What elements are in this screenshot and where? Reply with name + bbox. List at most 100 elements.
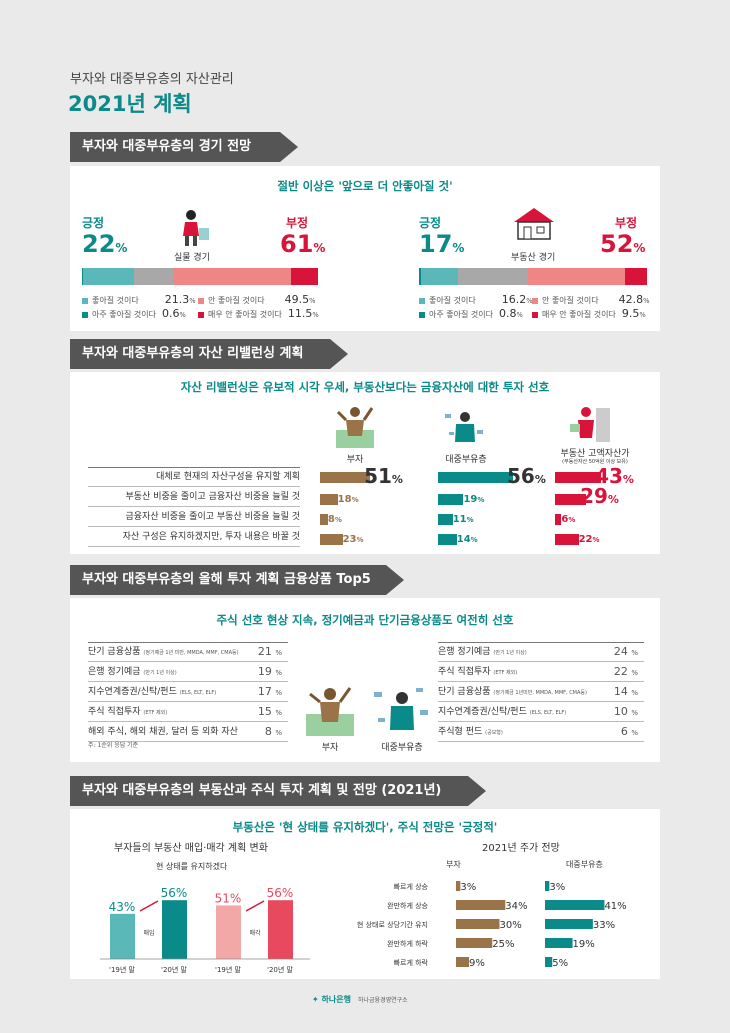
page-subtitle: 부자와 대중부유층의 자산관리: [70, 72, 234, 87]
footnote: 주: 1순위 응답 기준: [88, 742, 139, 749]
legend-swatch: [198, 311, 204, 318]
plan-bar: [216, 905, 241, 959]
top5-row: 지수연계증권/신탁/펀드 (ELS, ELT, ELF) 10 %: [438, 702, 644, 722]
rebal-bar: [555, 514, 562, 525]
stack-segment: [83, 268, 134, 285]
stock-value: 25%: [492, 939, 514, 950]
legend-item: 좋아질 것이다 16.2%: [419, 293, 533, 306]
legend-swatch: [419, 311, 425, 318]
plan-value: 56%: [267, 886, 294, 900]
legend-item: 아주 좋아질 것이다 0.6%: [82, 307, 186, 320]
stock-value: 5%: [552, 958, 568, 969]
section1-panel: 절반 이상은 '앞으로 더 안좋아질 것' 긍정 22% 부정 61% 실물 경…: [70, 166, 660, 331]
stock-category: 완만하게 하락: [387, 939, 428, 948]
rebal-row-label: 자산 구성은 유지하겠지만, 투자 내용은 바꿀 것: [88, 527, 300, 547]
stock-outlook-title: 2021년 주가 전망: [482, 843, 560, 854]
rebal-bar: [438, 472, 513, 483]
stock-bar: [456, 900, 506, 910]
group-label-rich: 부자: [346, 455, 364, 465]
top5-row: 단기 금융상품 (정기예금 1년 미만, MMDA, MMF, CMA등) 21 …: [88, 642, 288, 662]
product-value: 24 %: [613, 645, 638, 658]
rebal-value: 18%: [337, 494, 359, 505]
section4-subtitle: 부동산은 '현 상태를 유지하겠다', 주식 전망은 '긍정적': [232, 820, 498, 834]
stock-bar: [456, 919, 500, 929]
product-value: 22 %: [613, 665, 638, 678]
econ-pos-label: 긍정: [82, 216, 105, 230]
product-name: 단기 금융상품: [88, 647, 141, 657]
stock-bar: [545, 881, 550, 891]
econ-pos-value: 22%: [82, 230, 128, 258]
affluent-person-icon: [372, 684, 432, 738]
stock-value: 19%: [573, 939, 595, 950]
stock-category: 빠르게 하락: [394, 958, 429, 967]
stock-category: 완만하게 상승: [387, 901, 428, 910]
realestate-neg-value: 52%: [600, 230, 646, 258]
realestate-label: 부동산 경기: [511, 253, 556, 263]
top5-row: 은행 정기예금 (만기 1년 이상) 24 %: [438, 642, 644, 662]
stock-value: 9%: [469, 958, 485, 969]
section1-header: 부자와 대중부유층의 경기 전망: [70, 132, 298, 162]
section3-header: 부자와 대중부유층의 올해 투자 계획 금융상품 Top5: [70, 565, 404, 595]
rebal-value: 23%: [342, 534, 364, 545]
plan-xlabel: '20년 말: [161, 965, 187, 974]
stock-bar: [545, 919, 593, 929]
top5-left-label: 부자: [321, 743, 339, 753]
stack-segment: [133, 268, 175, 285]
rebal-bar: [320, 534, 343, 545]
legend-swatch: [82, 311, 88, 318]
stock-bar: [545, 900, 605, 910]
rebal-value: 11%: [452, 514, 474, 525]
realestate-pos-value: 17%: [419, 230, 465, 258]
legend-swatch: [532, 297, 538, 304]
realestate-stacked-bar: [419, 268, 647, 285]
rebal-bar: [438, 534, 457, 545]
rebal-bar: [555, 472, 602, 483]
rebal-row-label: 금융자산 비중을 줄이고 부동산 비중을 늘릴 것: [88, 507, 300, 527]
rebal-bar: [438, 514, 453, 525]
rebal-bar: [320, 472, 371, 483]
realestate-investor-icon: [568, 402, 614, 446]
realestate-neg-label: 부정: [615, 216, 638, 230]
top5-right-label: 대중부유층: [381, 743, 423, 753]
product-name: 단기 금융상품: [438, 687, 491, 697]
legend-item: 안 좋아질 것이다 49.5%: [198, 293, 315, 306]
section3-subtitle: 주식 선호 현상 지속, 정기예금과 단기금융상품도 여전히 선호: [216, 613, 514, 627]
hana-logo-icon: ✦: [312, 995, 322, 1004]
legend-swatch: [198, 297, 204, 304]
product-note: (만기 1년 이상): [493, 650, 527, 656]
product-name: 주식 직접투자: [88, 707, 141, 717]
product-note: (ETF 제외): [143, 710, 168, 716]
rich-person-icon: [302, 682, 358, 736]
rebal-bar: [555, 494, 587, 505]
section2-subtitle: 자산 리밸런싱은 유보적 시각 우세, 부동산보다는 금융자산에 대한 투자 선…: [180, 380, 550, 394]
product-name: 지수연계증권/신탁/펀드: [88, 687, 177, 697]
top5-row: 단기 금융상품 (정기예금 1년미만, MMDA, MMF, CMA등) 14 %: [438, 682, 644, 702]
top5-row: 지수연계증권/신탁/펀드 (ELS, ELT, ELF) 17 %: [88, 682, 288, 702]
plan-bar: [162, 900, 187, 959]
section4-header: 부자와 대중부유층의 부동산과 주식 투자 계획 및 전망 (2021년): [70, 776, 486, 806]
rebal-value: 43%: [595, 464, 634, 488]
rebal-value: 14%: [456, 534, 478, 545]
stock-value: 3%: [460, 882, 476, 893]
plan-value: 51%: [215, 891, 242, 905]
section3-panel: 주식 선호 현상 지속, 정기예금과 단기금융상품도 여전히 선호 단기 금융상…: [70, 598, 660, 762]
product-value: 15 %: [257, 705, 282, 718]
product-note: (정기예금 1년미만, MMDA, MMF, CMA등): [493, 690, 587, 696]
plan-xlabel: '20년 말: [267, 965, 293, 974]
stock-group-rich: 부자: [446, 860, 461, 869]
product-value: 6 %: [620, 725, 638, 738]
plan-value: 56%: [161, 886, 188, 900]
product-value: 21 %: [257, 645, 282, 658]
rebal-bar: [555, 534, 579, 545]
product-value: 19 %: [257, 665, 282, 678]
stock-bar: [456, 881, 461, 891]
section4-charts: 43% '19년 말 56% '20년 말 매입 51% '19년 말 56% '20년 말 매각…: [100, 881, 627, 974]
trend-arrow-icon: [245, 900, 265, 912]
top5-row: 주식 직접투자 (ETF 제외) 22 %: [438, 662, 644, 682]
plan-bar: [268, 900, 293, 959]
legend-swatch: [419, 297, 425, 304]
top5-row: 주식 직접투자 (ETF 제외) 15 %: [88, 702, 288, 722]
legend-item: 좋아질 것이다 21.3%: [82, 293, 196, 306]
product-value: 17 %: [257, 685, 282, 698]
stock-value: 30%: [500, 920, 522, 931]
